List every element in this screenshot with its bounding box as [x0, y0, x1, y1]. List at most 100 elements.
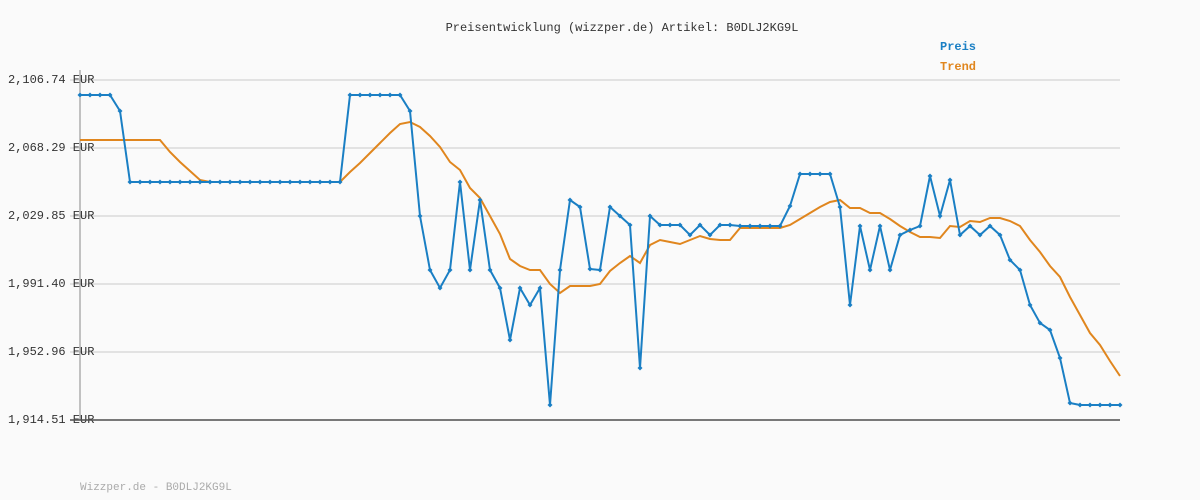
data-point: [347, 92, 353, 98]
data-point: [187, 179, 193, 185]
data-point: [1077, 402, 1083, 408]
data-point: [557, 267, 563, 273]
data-point: [507, 337, 513, 343]
data-point: [947, 177, 953, 183]
data-point: [737, 223, 743, 229]
data-point: [397, 92, 403, 98]
data-point: [657, 222, 663, 228]
data-point: [167, 179, 173, 185]
data-point: [367, 92, 373, 98]
data-point: [427, 267, 433, 273]
data-point: [907, 227, 913, 233]
y-tick-label: 1,952.96 EUR: [8, 345, 94, 359]
data-point: [357, 92, 363, 98]
data-point: [897, 232, 903, 238]
data-point: [567, 197, 573, 203]
data-point: [317, 179, 323, 185]
data-point: [967, 223, 973, 229]
data-point: [97, 92, 103, 98]
data-point: [1117, 402, 1123, 408]
data-point: [917, 223, 923, 229]
data-point: [697, 222, 703, 228]
data-point: [837, 204, 843, 210]
chart-title: Preisentwicklung (wizzper.de) Artikel: B…: [446, 21, 799, 35]
data-point: [767, 223, 773, 229]
data-point: [207, 179, 213, 185]
data-point: [747, 223, 753, 229]
data-point: [487, 267, 493, 273]
data-point: [987, 223, 993, 229]
data-point: [887, 267, 893, 273]
data-point: [477, 197, 483, 203]
data-point: [597, 267, 603, 273]
data-point: [847, 302, 853, 308]
data-point: [1067, 400, 1073, 406]
data-point: [537, 285, 543, 291]
data-point: [607, 204, 613, 210]
data-point: [787, 203, 793, 209]
data-point: [1097, 402, 1103, 408]
legend-label: Preis: [940, 40, 976, 54]
y-tick-label: 2,029.85 EUR: [8, 209, 94, 223]
data-point: [177, 179, 183, 185]
data-point: [937, 213, 943, 219]
data-point: [977, 232, 983, 238]
data-point: [957, 232, 963, 238]
data-point: [577, 204, 583, 210]
data-point: [107, 92, 113, 98]
data-point: [447, 267, 453, 273]
y-tick-label: 2,106.74 EUR: [8, 73, 94, 87]
legend-label: Trend: [940, 60, 976, 74]
data-point: [667, 222, 673, 228]
data-point: [1107, 402, 1113, 408]
data-point: [127, 179, 133, 185]
data-point: [137, 179, 143, 185]
series-line: [80, 120, 1121, 377]
data-point: [1027, 302, 1033, 308]
data-point: [817, 171, 823, 177]
data-point: [417, 213, 423, 219]
data-point: [547, 402, 553, 408]
data-point: [297, 179, 303, 185]
data-point: [617, 213, 623, 219]
data-point: [227, 179, 233, 185]
data-point: [307, 179, 313, 185]
y-tick-label: 1,914.51 EUR: [8, 413, 94, 427]
data-point: [927, 173, 933, 179]
data-point: [637, 365, 643, 371]
data-point: [407, 108, 413, 114]
data-point: [257, 179, 263, 185]
data-point: [147, 179, 153, 185]
data-point: [497, 285, 503, 291]
data-point: [517, 285, 523, 291]
data-point: [157, 179, 163, 185]
data-point: [677, 222, 683, 228]
data-point: [997, 232, 1003, 238]
data-point: [277, 179, 283, 185]
data-point: [337, 179, 343, 185]
data-point: [587, 266, 593, 272]
data-point: [1057, 355, 1063, 361]
data-point: [77, 92, 83, 98]
data-point: [807, 171, 813, 177]
data-point: [777, 223, 783, 229]
data-point: [727, 222, 733, 228]
data-point: [1017, 267, 1023, 273]
data-point: [287, 179, 293, 185]
data-point: [1037, 320, 1043, 326]
data-point: [867, 267, 873, 273]
data-point: [117, 108, 123, 114]
data-point: [1007, 257, 1013, 263]
data-point: [457, 179, 463, 185]
data-point: [1087, 402, 1093, 408]
data-point: [527, 302, 533, 308]
data-point: [627, 222, 633, 228]
data-point: [877, 223, 883, 229]
data-point: [757, 223, 763, 229]
y-tick-label: 2,068.29 EUR: [8, 141, 94, 155]
data-point: [827, 171, 833, 177]
data-point: [1047, 327, 1053, 333]
y-tick-label: 1,991.40 EUR: [8, 277, 94, 291]
data-point: [467, 267, 473, 273]
